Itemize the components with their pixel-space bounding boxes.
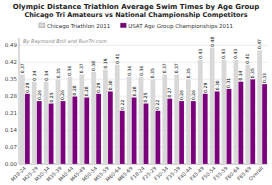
data-label: 0.37 (79, 63, 84, 73)
subtitle: Chicago Tri Amateurs vs National Champio… (24, 11, 247, 19)
bar (215, 91, 220, 164)
data-label: 0.28 (72, 85, 77, 95)
data-label: 0.37 (20, 63, 25, 73)
data-label: 0.35 (250, 68, 255, 78)
bar (25, 94, 30, 164)
y-tick-label: 0.14 (5, 127, 18, 133)
data-label: 0.34 (44, 70, 49, 80)
data-label: 0.41 (245, 53, 250, 63)
y-tick-label: 0.49 (5, 42, 18, 48)
bar (227, 89, 232, 164)
bar (210, 48, 215, 164)
data-label: 0.37 (174, 63, 179, 73)
y-tick-label: 0.21 (5, 110, 17, 116)
data-label: 0.25 (143, 92, 148, 102)
data-label: 0.35 (56, 68, 61, 78)
data-label: 0.47 (257, 39, 262, 49)
bar (250, 79, 255, 164)
bars (20, 48, 267, 164)
data-label: 0.35 (186, 68, 191, 78)
bar (179, 101, 184, 164)
data-label: 0.36 (127, 66, 132, 76)
bar (238, 82, 243, 164)
data-label: 0.26 (60, 90, 65, 100)
y-axis-line (19, 38, 20, 164)
bar (262, 84, 267, 164)
legend-swatch (39, 23, 45, 28)
data-label: 0.37 (162, 63, 167, 73)
data-label: 0.33 (262, 73, 267, 83)
bar (245, 65, 250, 164)
bar (150, 79, 155, 164)
bar (120, 111, 125, 164)
bar (139, 77, 144, 164)
bar (222, 60, 227, 164)
data-label: 0.36 (139, 66, 144, 76)
data-label: 0.26 (179, 90, 184, 100)
data-label: 0.34 (238, 70, 243, 80)
bar (49, 103, 54, 164)
data-label: 0.22 (120, 100, 125, 110)
bar (167, 99, 172, 164)
data-label: 0.43 (198, 49, 203, 59)
x-axis: M18-24M25-29M30-34M35-39M40-44M45-49M50-… (9, 165, 264, 183)
bar (37, 101, 42, 164)
data-label: 0.22 (155, 100, 160, 110)
y-tick-label: 0.35 (5, 76, 18, 82)
data-label: 0.30 (108, 80, 113, 90)
title: Olympic Distance Triathlon Average Swim … (13, 3, 259, 11)
data-label: 0.27 (167, 87, 172, 97)
data-label: 0.25 (49, 92, 54, 102)
bar (72, 96, 77, 164)
legend: Chicago Triathlon 2011 USAT Age Group Cha… (39, 23, 233, 30)
data-label: 0.36 (67, 66, 72, 76)
data-label: 0.35 (150, 68, 155, 78)
bar (155, 111, 160, 164)
bar (198, 60, 203, 164)
data-label: 0.39 (103, 58, 108, 68)
data-label: 0.31 (226, 78, 231, 88)
data-label: 0.30 (215, 80, 220, 90)
y-axis: 0.00 0.07 0.14 0.21 0.28 0.35 0.42 0.49 (5, 42, 268, 167)
data-label: 0.29 (203, 83, 208, 93)
data-label: 0.26 (37, 90, 42, 100)
chart: Olympic Distance Triathlon Average Swim … (0, 0, 272, 185)
data-label: 0.26 (191, 90, 196, 100)
grid-line (19, 62, 268, 63)
bar (174, 74, 179, 164)
legend-label: USAT Age Group Championships 2011 (128, 23, 233, 30)
data-label: 0.43 (222, 49, 227, 59)
bar (108, 91, 113, 164)
data-label: 0.43 (233, 49, 238, 59)
data-label: 0.41 (115, 53, 120, 63)
bar (203, 94, 208, 164)
bar (144, 103, 149, 164)
bar (61, 101, 66, 164)
y-tick-label: 0.07 (5, 144, 18, 150)
legend-swatch (120, 23, 126, 28)
legend-label: Chicago Triathlon 2011 (47, 23, 110, 30)
y-tick-label: 0.00 (5, 161, 18, 167)
data-label: 0.29 (25, 83, 30, 93)
bar (115, 65, 120, 164)
y-tick-label: 0.42 (5, 59, 17, 65)
annotation: By Raymond Brill and RunTri.com (23, 38, 107, 45)
data-label: 0.34 (32, 70, 37, 80)
data-label: 0.38 (91, 61, 96, 71)
data-label: 0.48 (210, 37, 215, 47)
grid-line (19, 45, 268, 46)
data-labels: 0.37 0.34 0.34 0.35 0.36 0.37 0.38 0.39 0.41 0.36… (20, 37, 267, 110)
bar (96, 94, 101, 164)
data-label: 0.28 (84, 86, 89, 96)
bar (257, 50, 262, 164)
data-label: 0.29 (96, 83, 101, 93)
bar (132, 97, 137, 164)
bar (191, 101, 196, 164)
data-label: 0.28 (132, 86, 137, 96)
y-tick-label: 0.28 (5, 93, 18, 99)
x-tick-label: Overall (247, 165, 264, 182)
bar (84, 97, 89, 164)
